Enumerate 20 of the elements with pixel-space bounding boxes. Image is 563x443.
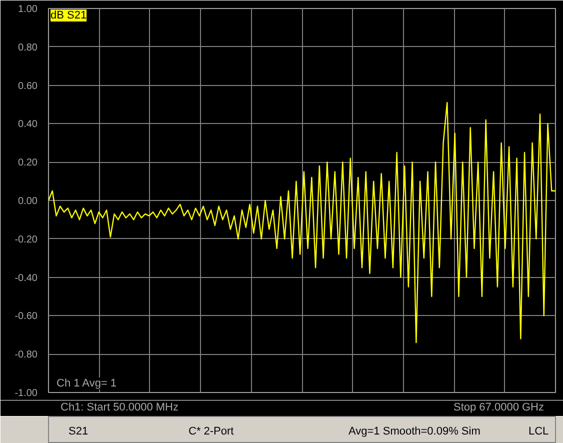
text: Avg=1 Smooth=0.09% Sim [348, 426, 480, 438]
text: Stop 67.0000 GHz [454, 402, 544, 414]
y-tick-label: 0.80 [18, 42, 38, 54]
y-tick-label: -0.40 [14, 272, 38, 284]
line-series [48, 102, 556, 344]
y-tick-label: 0.40 [18, 119, 38, 130]
y-tick-label: 1.00 [18, 4, 38, 15]
text: S21 [68, 426, 88, 438]
annotation: Ch 1 Avg= 1 [56, 378, 117, 390]
y-tick-label: -0.80 [14, 350, 38, 361]
y-tick-label: -1.00 [14, 388, 38, 399]
y-tick-label: -0.20 [14, 234, 38, 246]
annotation: dB S21 [50, 10, 87, 22]
y-tick-label: 0.20 [18, 158, 38, 169]
y-tick-label: 0.00 [18, 196, 38, 207]
text: C* 2-Port [188, 426, 234, 438]
text: LCL [528, 426, 549, 438]
text: Ch1: Start 50.0000 MHz [60, 402, 179, 414]
y-tick-label: -0.60 [14, 311, 38, 322]
y-tick-label: 0.60 [18, 80, 38, 92]
